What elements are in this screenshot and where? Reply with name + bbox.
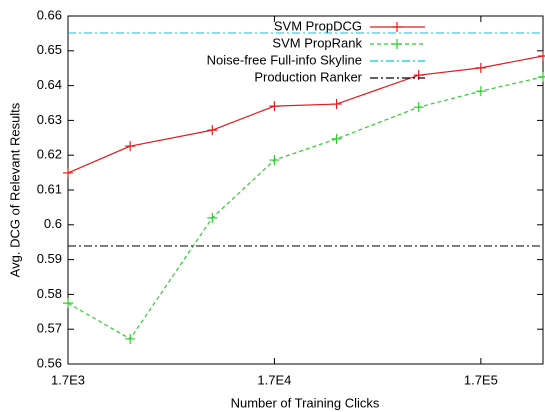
x-tick-label: 1.7E3 bbox=[51, 372, 85, 387]
y-tick-label: 0.6 bbox=[44, 216, 62, 231]
point-marker bbox=[207, 212, 218, 223]
y-tick-label: 0.63 bbox=[37, 112, 62, 127]
y-tick-label: 0.61 bbox=[37, 181, 62, 196]
point-marker bbox=[331, 133, 342, 144]
y-tick-label: 0.58 bbox=[37, 286, 62, 301]
point-marker bbox=[413, 102, 424, 113]
y-tick-label: 0.59 bbox=[37, 251, 62, 266]
legend-marker bbox=[392, 22, 402, 32]
legend-label: Production Ranker bbox=[254, 69, 362, 84]
legend-label: SVM PropRank bbox=[272, 35, 362, 50]
y-tick-label: 0.64 bbox=[37, 77, 62, 92]
point-marker bbox=[475, 86, 486, 97]
y-axis-title: Avg. DCG of Relevant Results bbox=[7, 102, 22, 277]
point-marker bbox=[269, 101, 280, 112]
y-tick-label: 0.66 bbox=[37, 7, 62, 22]
x-tick-label: 1.7E5 bbox=[464, 372, 498, 387]
legend-marker bbox=[392, 39, 402, 49]
legend-label: Noise-free Full-info Skyline bbox=[207, 52, 362, 67]
y-tick-label: 0.57 bbox=[37, 321, 62, 336]
point-marker bbox=[63, 167, 73, 178]
series-line bbox=[67, 76, 544, 340]
point-marker bbox=[269, 155, 280, 166]
point-marker bbox=[475, 62, 486, 73]
point-marker bbox=[207, 125, 218, 136]
legend-label: SVM PropDCG bbox=[274, 18, 362, 33]
point-marker bbox=[538, 71, 545, 82]
series-line bbox=[67, 55, 544, 174]
x-axis-title: Number of Training Clicks bbox=[231, 395, 380, 410]
y-tick-label: 0.56 bbox=[37, 355, 62, 370]
plot-frame bbox=[67, 15, 544, 365]
point-marker bbox=[538, 51, 545, 62]
x-tick-label: 1.7E4 bbox=[257, 372, 291, 387]
y-tick-label: 0.62 bbox=[37, 147, 62, 162]
point-marker bbox=[125, 333, 136, 344]
point-marker bbox=[331, 99, 342, 110]
point-marker bbox=[413, 70, 424, 81]
point-marker bbox=[63, 298, 73, 309]
y-tick-label: 0.65 bbox=[37, 42, 62, 57]
point-marker bbox=[125, 141, 136, 152]
